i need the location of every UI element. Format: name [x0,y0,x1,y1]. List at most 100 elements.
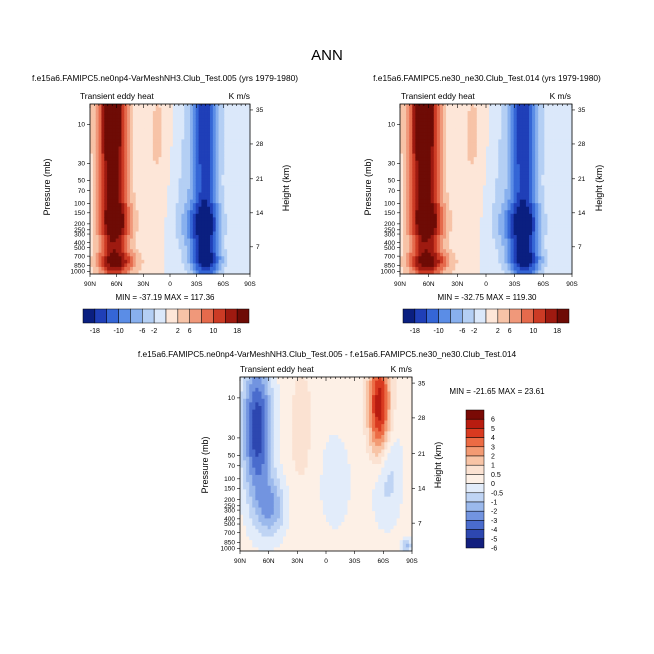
contour-cell [427,107,432,112]
contour-cell [473,196,478,201]
contour-cell [510,203,515,208]
contour-cell [158,220,162,225]
contour-cell [110,142,114,147]
contour-cell [241,125,245,130]
contour-cell [221,107,225,112]
contour-cell [433,160,438,165]
contour-cell [452,249,456,254]
contour-cell [427,167,432,172]
contour-cell [409,150,413,154]
contour-cell [238,266,242,271]
contour-cell [104,142,108,147]
contour-cell [532,231,536,236]
contour-cell [461,171,465,176]
contour-cell [439,231,444,236]
contour-cell [501,259,505,264]
contour-cell [449,263,453,268]
contour-cell [155,125,159,130]
contour-cell [221,121,225,126]
contour-cell [238,128,242,133]
contour-cell [519,150,524,154]
contour-cell [455,192,459,197]
contour-cell [144,266,148,271]
contour-cell [227,164,231,169]
contour-cell [115,107,119,112]
contour-cell [112,167,117,172]
contour-cell [501,203,505,208]
contour-cell [513,224,518,229]
contour-cell [98,238,102,243]
contour-cell [439,199,444,204]
contour-cell [190,135,194,140]
contour-cell [167,153,171,158]
contour-cell [212,153,217,158]
contour-cell [195,132,199,137]
contour-cell [498,139,502,144]
contour-cell [241,252,245,257]
contour-cell [476,263,481,268]
contour-cell [513,107,518,112]
contour-cell [95,139,99,144]
contour-cell [167,256,171,261]
contour-cell [118,256,122,261]
contour-cell [167,224,171,229]
contour-cell [452,220,456,225]
contour-cell [181,224,185,229]
x-tick-label: 60S [218,281,230,288]
contour-cell [167,266,171,271]
contour-cell [495,104,499,108]
contour-cell [164,192,168,197]
contour-cell [535,238,539,243]
contour-cell [482,146,487,151]
contour-cell [230,213,234,218]
contour-cell [184,235,188,239]
contour-cell [479,189,484,193]
contour-cell [175,220,179,225]
contour-cell [519,220,524,225]
contour-cell [230,164,234,169]
contour-cell [190,256,194,261]
contour-cell [207,171,211,176]
contour-cell [110,121,114,126]
contour-cell [247,167,251,172]
contour-cell [210,178,214,183]
contour-cell [135,256,139,261]
contour-cell [449,164,453,169]
contour-cell [430,189,435,193]
contour-cell [412,164,416,169]
contour-cell [436,235,441,239]
contour-cell [535,185,539,190]
contour-cell [247,128,251,133]
contour-cell [522,235,527,239]
contour-cell [418,118,422,123]
contour-cell [516,114,521,119]
contour-cell [443,160,447,165]
contour-cell [92,171,97,176]
contour-cell [439,266,444,271]
contour-cell [198,171,202,176]
contour-cell [207,135,211,140]
contour-cell [130,139,134,144]
contour-cell [446,118,450,123]
contour-cell [210,231,214,236]
contour-cell [112,213,117,218]
contour-cell [489,231,493,236]
contour-cell [107,107,111,112]
contour-cell [409,199,413,204]
contour-cell [175,196,179,201]
contour-cell [170,213,174,218]
contour-cell [141,270,145,275]
contour-cell [406,160,410,165]
contour-cell [418,114,422,119]
contour-cell [204,252,208,257]
contour-cell [230,270,234,275]
contour-cell [138,238,142,243]
contour-cell [507,249,511,254]
contour-cell [227,213,231,218]
contour-cell [124,132,128,137]
contour-cell [418,227,422,232]
contour-cell [90,139,94,144]
contour-cell [532,125,536,130]
contour-cell [207,128,211,133]
contour-cell [538,150,542,154]
